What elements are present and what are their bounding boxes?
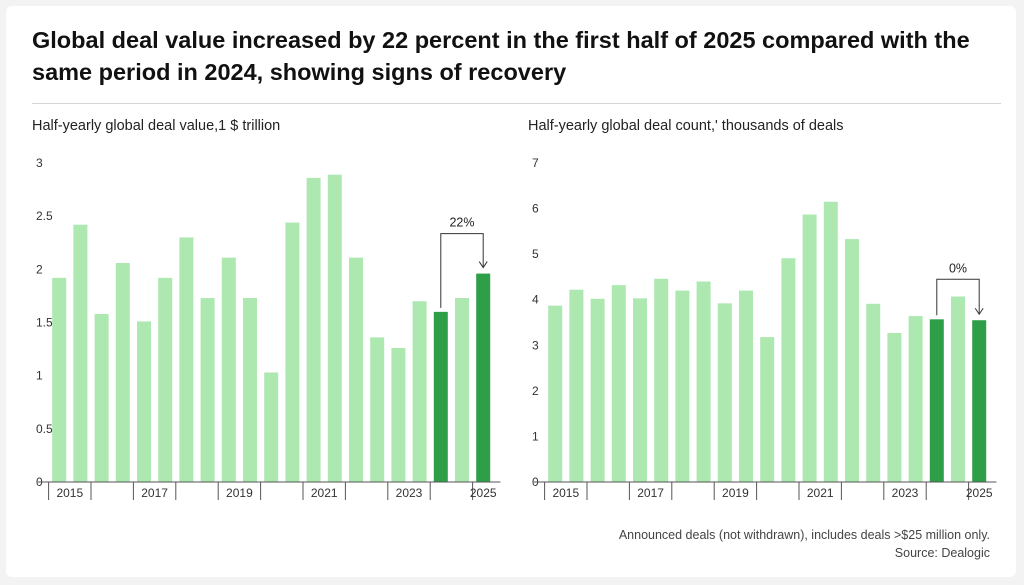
deal-count-bar (823, 201, 838, 482)
deal-count-bar (654, 278, 669, 482)
deal-value-bar (179, 237, 194, 482)
chart-card: Global deal value increased by 22 percen… (6, 6, 1016, 577)
deal-count-x-tick-label: 2017 (637, 486, 664, 500)
deal-count-y-tick-label: 3 (532, 338, 539, 352)
divider (32, 103, 1001, 104)
deal-value-bar (455, 298, 469, 482)
deal-count-bar (548, 305, 563, 482)
deal-value-bar (476, 273, 491, 482)
deal-value-change-bracket (440, 233, 484, 308)
deal-count-bar (802, 214, 817, 482)
deal-count-bar (781, 258, 796, 482)
deal-value-bar (285, 222, 300, 482)
deal-count-y-tick-label: 1 (532, 429, 539, 443)
deal-value-bar (115, 262, 130, 482)
deal-count-x-tick-label: 2019 (722, 486, 749, 500)
deal-value-y-tick-label: 1.5 (36, 316, 53, 330)
deal-value-bar (433, 311, 448, 482)
deal-value-bar (391, 348, 406, 482)
footnote: Announced deals (not withdrawn), include… (618, 528, 990, 542)
deal-value-x-tick-label: 2025 (470, 486, 497, 500)
deal-value-x-tick-label: 2017 (141, 486, 168, 500)
deal-count-bar (590, 298, 605, 482)
deal-count-change-label: 0% (949, 261, 967, 275)
deal-value-bar (243, 298, 257, 482)
deal-value-chart-title: Half-yearly global deal value,1 $ trilli… (32, 118, 281, 134)
deal-count-bar (929, 319, 944, 482)
deal-value-bar (52, 277, 67, 482)
deal-count-y-tick-label: 7 (532, 156, 539, 170)
deal-value-change-arrow (478, 261, 488, 269)
deal-count-chart-title: Half-yearly global deal count,' thousand… (528, 118, 844, 134)
deal-count-y-tick-label: 5 (532, 247, 539, 261)
deal-value-y-tick-label: 2 (36, 262, 43, 276)
deal-value-bar (73, 224, 88, 482)
deal-count-x-tick-label: 2015 (552, 486, 579, 500)
deal-count-change-arrow (974, 307, 984, 316)
deal-value-y-tick-label: 0.5 (36, 422, 53, 436)
deal-count-bar (887, 332, 902, 482)
deal-count-bar (675, 290, 690, 482)
deal-value-bar (327, 174, 342, 483)
deal-count-bar (845, 239, 859, 482)
deal-value-bar (94, 313, 109, 482)
deal-value-x-tick-label: 2021 (311, 486, 338, 500)
deal-count-bar (611, 285, 626, 482)
deal-value-bar (349, 257, 363, 482)
deal-count-bar (633, 298, 647, 482)
deal-value-y-tick-label: 2.5 (36, 209, 53, 223)
deal-count-bar (866, 303, 881, 482)
deal-count-y-tick-label: 4 (532, 293, 539, 307)
deal-count-bar (972, 320, 987, 482)
deal-value-bar (264, 372, 279, 482)
deal-value-y-tick-label: 3 (36, 156, 43, 170)
deal-count-bar (760, 337, 775, 482)
source-note: Source: Dealogic (894, 546, 990, 560)
deal-count-bar (696, 281, 711, 482)
deal-count-bar (569, 289, 584, 482)
deal-value-x-tick-label: 2019 (226, 486, 253, 500)
deal-count-x-tick-label: 2023 (892, 486, 919, 500)
deal-count-x-tick-label: 2021 (807, 486, 834, 500)
deal-count-bar (951, 296, 965, 482)
deal-count-y-tick-label: 6 (532, 202, 539, 216)
deal-value-bar (370, 337, 385, 482)
deal-count-bar (908, 316, 923, 482)
deal-value-change-label: 22% (449, 216, 474, 230)
deal-value-x-tick-label: 2015 (56, 486, 83, 500)
headline: Global deal value increased by 22 percen… (32, 27, 970, 85)
deal-value-y-tick-label: 1 (36, 369, 43, 383)
deal-value-x-tick-label: 2023 (396, 486, 423, 500)
deal-value-bar (412, 301, 427, 482)
deal-count-change-bracket (936, 278, 980, 316)
deal-count-y-tick-label: 2 (532, 384, 539, 398)
deal-value-bar (200, 298, 215, 482)
deal-count-bar (739, 290, 753, 482)
deal-count-x-tick-label: 2025 (966, 486, 993, 500)
deal-value-bar (306, 177, 321, 483)
deal-value-bar (221, 257, 236, 482)
deal-count-bar (717, 303, 732, 482)
deal-value-bar (137, 321, 151, 482)
deal-value-bar (158, 277, 173, 482)
